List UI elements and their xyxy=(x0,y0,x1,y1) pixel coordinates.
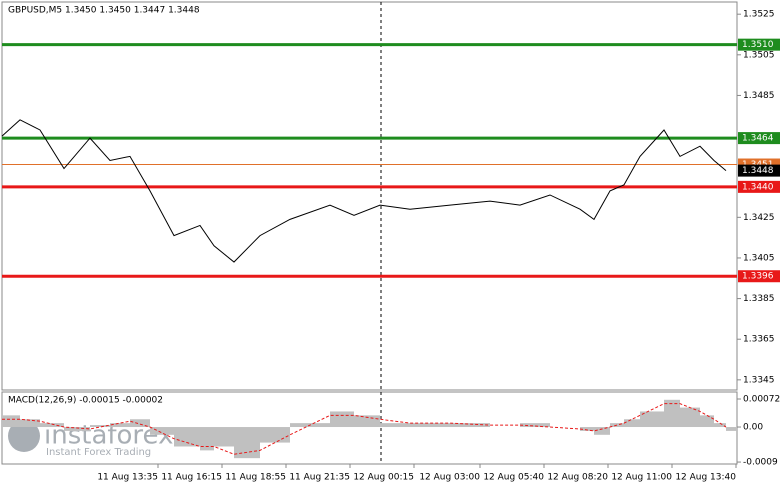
level-label-box xyxy=(738,132,780,145)
x-tick-label: 11 Aug 13:35 xyxy=(97,473,158,483)
y-tick-label: 1.3405 xyxy=(743,253,775,263)
histogram-bar xyxy=(234,427,260,459)
histogram-bar xyxy=(410,423,450,428)
chart-title: GBPUSD,M5 1.3450 1.3450 1.3447 1.3448 xyxy=(8,6,200,16)
level-label-box xyxy=(738,38,780,51)
x-tick-label: 12 Aug 13:40 xyxy=(675,473,736,483)
histogram-bar xyxy=(260,427,290,443)
histogram-bar xyxy=(150,427,174,435)
main-frame xyxy=(1,1,738,391)
logo xyxy=(8,420,40,452)
price-line xyxy=(1,119,727,263)
histogram-bar xyxy=(624,419,640,428)
level-label-box xyxy=(738,180,780,193)
histogram-bar xyxy=(714,423,726,428)
y-tick-label: 1.3525 xyxy=(743,10,775,20)
x-tick-label: 12 Aug 03:00 xyxy=(419,473,480,483)
level-label: 1.3464 xyxy=(742,134,774,144)
histogram-bar xyxy=(520,423,550,428)
histogram-bar xyxy=(664,399,680,428)
histogram-bar xyxy=(174,427,200,447)
watermark-subtitle: Instant Forex Trading xyxy=(46,447,151,458)
histogram-bar xyxy=(130,419,150,428)
histogram-bar xyxy=(594,427,610,435)
x-tick-label: 11 Aug 21:35 xyxy=(289,473,350,483)
histogram-bar xyxy=(700,415,714,428)
y-tick-label: 1.3485 xyxy=(743,91,775,101)
macd-title: MACD(12,26,9) -0.00015 -0.00002 xyxy=(8,396,163,406)
x-tick-label: 11 Aug 16:15 xyxy=(161,473,222,483)
histogram-bar xyxy=(40,423,64,428)
histogram-bar xyxy=(200,427,214,451)
histogram-bar xyxy=(2,415,20,428)
histogram-bar xyxy=(90,425,110,428)
y-tick-label: 1.3505 xyxy=(743,50,775,60)
level-label-box xyxy=(738,270,780,283)
histogram-bar xyxy=(726,427,737,431)
x-tick-label: 12 Aug 05:40 xyxy=(483,473,544,483)
x-tick-label: 12 Aug 08:20 xyxy=(547,473,608,483)
signal-line xyxy=(2,403,727,455)
x-tick-label: 12 Aug 11:00 xyxy=(611,473,672,483)
y-tick-label: -0.0009 xyxy=(743,458,778,468)
histogram-bar xyxy=(354,415,380,428)
y-tick-label: 1.3345 xyxy=(743,375,775,385)
y-tick-label: 0.00072 xyxy=(743,395,780,405)
histogram-bar xyxy=(214,427,234,447)
histogram-bar xyxy=(580,427,594,431)
histogram-bar xyxy=(680,407,700,428)
histogram-bar xyxy=(640,411,664,428)
level-label-box xyxy=(738,164,780,177)
y-tick-label: 1.3385 xyxy=(743,294,775,304)
y-tick-label: 0.00 xyxy=(743,423,763,433)
y-tick-label: 1.3365 xyxy=(743,335,775,345)
y-tick-label: 1.3425 xyxy=(743,213,775,223)
level-label: 1.3448 xyxy=(742,166,774,176)
level-label: 1.3510 xyxy=(742,40,774,50)
histogram-bar xyxy=(110,423,130,428)
histogram-bar xyxy=(380,423,410,428)
histogram-bar xyxy=(450,423,490,428)
watermark: instaforex Instant Forex Trading xyxy=(8,420,173,458)
level-label: 1.3440 xyxy=(742,182,774,192)
histogram-bar xyxy=(64,427,90,431)
x-tick-label: 11 Aug 18:55 xyxy=(225,473,286,483)
x-tick-label: 12 Aug 00:15 xyxy=(353,473,414,483)
histogram-bar xyxy=(20,419,40,428)
histogram-bar xyxy=(330,411,354,428)
level-label: 1.3396 xyxy=(742,272,774,282)
